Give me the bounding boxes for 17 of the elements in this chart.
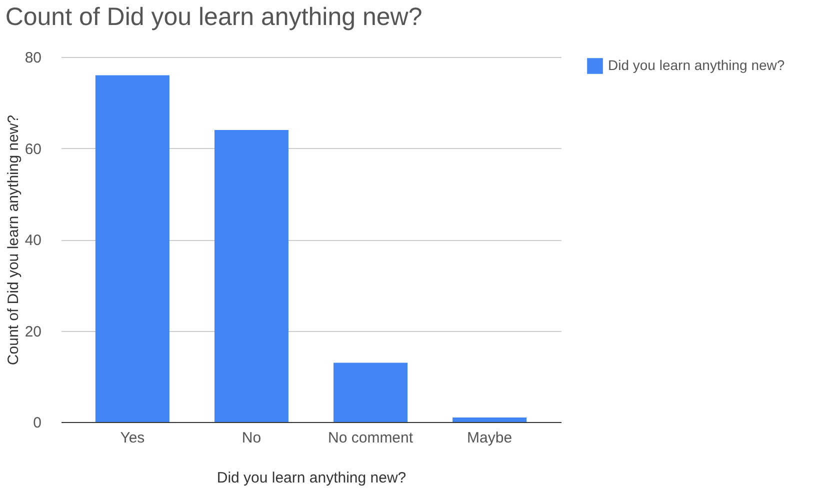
y-tick-label: 40 bbox=[24, 232, 42, 249]
bar bbox=[214, 130, 288, 422]
x-tick-label: No comment bbox=[328, 430, 414, 446]
chart-title: Count of Did you learn anything new? bbox=[5, 3, 422, 31]
x-tick-label: No bbox=[242, 430, 262, 446]
bar bbox=[452, 417, 527, 422]
y-tick-label: 60 bbox=[24, 140, 42, 158]
legend-label: Did you learn anything new? bbox=[608, 57, 785, 73]
y-axis-title: Count of Did you learn anything new? bbox=[4, 114, 22, 366]
x-tick-label: Yes bbox=[120, 430, 145, 446]
bar bbox=[334, 362, 408, 422]
x-axis-title: Did you learn anything new? bbox=[216, 470, 406, 486]
y-tick-label: 80 bbox=[24, 50, 42, 66]
y-tick-label: 20 bbox=[24, 323, 42, 340]
x-tick-label: Maybe bbox=[467, 430, 512, 446]
y-tick-label: 0 bbox=[33, 414, 42, 432]
bar bbox=[95, 75, 170, 422]
